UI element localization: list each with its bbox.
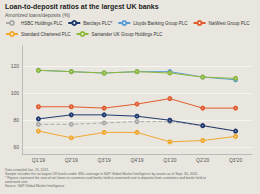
svg-text:Lloyds Banking Group PLC: Lloyds Banking Group PLC [133, 21, 188, 26]
svg-text:Q3'20: Q3'20 [229, 157, 242, 163]
svg-text:60: 60 [13, 144, 19, 150]
svg-text:Standard Chartered PLC: Standard Chartered PLC [21, 32, 71, 37]
svg-text:* Figures represent the ratio: * Figures represent the ratio of net loa… [5, 176, 206, 180]
svg-text:NatWest Group PLC: NatWest Group PLC [209, 21, 251, 26]
svg-text:HSBC Holdings PLC: HSBC Holdings PLC [21, 21, 63, 26]
svg-text:amortized cost.: amortized cost. [5, 180, 28, 185]
svg-text:Loan-to-deposit ratios at the: Loan-to-deposit ratios at the largest UK… [5, 3, 159, 11]
svg-text:Q1'20: Q1'20 [163, 157, 176, 163]
svg-text:Sample includes the six larges: Sample includes the six largest UK banks… [5, 171, 199, 176]
svg-text:120: 120 [11, 63, 20, 69]
svg-text:80: 80 [13, 117, 19, 123]
svg-text:Amortized loans/deposits (%): Amortized loans/deposits (%) [5, 12, 70, 18]
svg-text:Barclays PLC*: Barclays PLC* [83, 21, 112, 26]
svg-text:Data compiled Jan. 19, 2021.: Data compiled Jan. 19, 2021. [5, 167, 50, 172]
svg-text:Source: S&P Global Market Inte: Source: S&P Global Market Intelligence [5, 184, 65, 188]
svg-text:Santander UK Group Holdings PL: Santander UK Group Holdings PLC [92, 32, 164, 37]
svg-text:Q2'20: Q2'20 [196, 157, 209, 163]
svg-text:Q3'19: Q3'19 [98, 157, 111, 163]
svg-text:100: 100 [11, 90, 20, 96]
svg-text:Q4'19: Q4'19 [130, 157, 143, 163]
svg-text:Q2'19: Q2'19 [65, 157, 78, 163]
svg-text:Q1'19: Q1'19 [32, 157, 45, 163]
